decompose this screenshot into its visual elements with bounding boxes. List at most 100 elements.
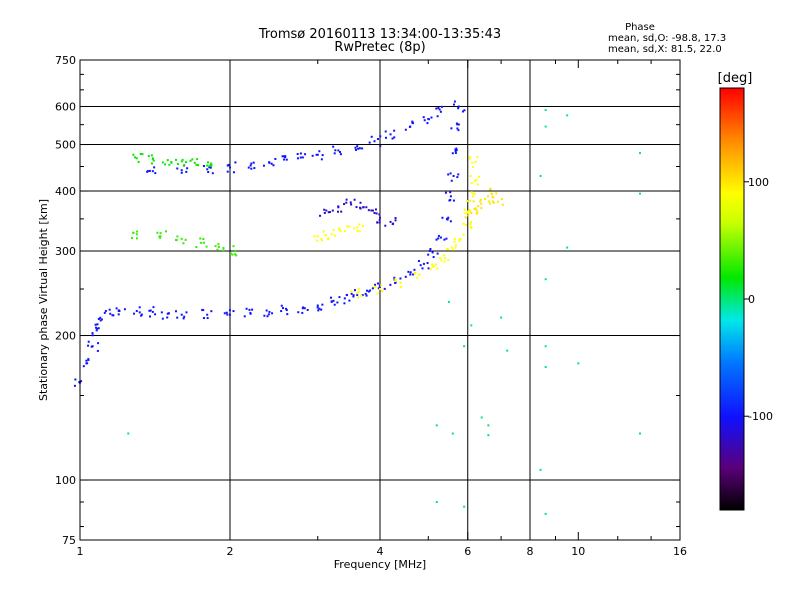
data-point — [445, 237, 448, 240]
data-point — [217, 245, 220, 248]
data-point — [379, 145, 382, 148]
data-point — [280, 310, 283, 313]
data-point — [358, 223, 361, 226]
data-point — [500, 198, 503, 201]
data-point — [147, 155, 150, 158]
data-point — [378, 213, 381, 216]
data-point — [95, 326, 98, 329]
data-point — [409, 273, 412, 276]
data-point — [330, 233, 333, 236]
data-point — [389, 133, 392, 136]
data-point — [195, 246, 198, 249]
data-point — [80, 380, 83, 383]
data-point — [544, 365, 547, 368]
data-point — [185, 311, 188, 314]
data-point — [447, 173, 450, 176]
data-point — [196, 158, 199, 161]
data-point — [136, 230, 139, 233]
data-point — [379, 216, 381, 219]
data-point — [357, 290, 360, 293]
data-point — [97, 327, 100, 330]
data-point — [206, 168, 209, 171]
data-point — [449, 195, 452, 198]
data-point — [321, 303, 324, 306]
data-point — [180, 160, 183, 163]
data-point — [463, 109, 466, 112]
data-point — [111, 314, 114, 317]
data-point — [454, 148, 457, 151]
data-point — [469, 210, 472, 213]
data-point — [358, 147, 361, 150]
data-point — [202, 309, 205, 312]
data-point — [447, 248, 450, 251]
data-point — [339, 153, 342, 156]
data-point — [346, 225, 349, 228]
data-point — [480, 202, 483, 205]
data-point — [384, 136, 387, 139]
data-point — [472, 200, 475, 203]
data-point — [265, 309, 268, 312]
data-point — [496, 200, 499, 203]
data-point — [416, 276, 419, 279]
data-point — [150, 162, 153, 165]
data-point — [367, 209, 370, 212]
data-point — [373, 212, 376, 215]
data-point — [566, 246, 569, 249]
data-point — [333, 152, 336, 155]
x-tick-label: 16 — [673, 545, 687, 558]
data-point — [332, 229, 335, 232]
data-point — [373, 285, 376, 288]
data-point — [361, 294, 364, 297]
data-point — [539, 468, 542, 471]
data-point — [475, 212, 478, 215]
data-point — [365, 206, 368, 209]
data-point — [377, 287, 380, 290]
data-point — [149, 309, 152, 312]
data-point — [139, 152, 142, 155]
data-point — [361, 225, 364, 228]
data-point — [454, 150, 457, 153]
data-point — [148, 309, 151, 312]
data-point — [348, 225, 351, 228]
data-point — [455, 149, 458, 152]
data-point — [378, 218, 381, 221]
data-point — [480, 207, 483, 210]
data-point — [469, 225, 472, 228]
x-tick-label: 4 — [377, 545, 384, 558]
data-point — [90, 345, 93, 348]
data-point — [208, 164, 211, 167]
data-point — [226, 164, 229, 167]
data-point — [336, 301, 339, 304]
data-point — [91, 334, 94, 337]
data-point — [318, 307, 321, 310]
data-point — [443, 238, 446, 241]
data-point — [455, 122, 458, 125]
data-point — [422, 262, 425, 265]
data-point — [209, 163, 212, 166]
data-point — [374, 283, 377, 286]
data-point — [231, 253, 234, 256]
data-point — [446, 218, 449, 221]
x-tick-label: 6 — [464, 545, 471, 558]
data-point — [104, 310, 107, 313]
data-point — [469, 174, 472, 177]
data-point — [201, 308, 204, 311]
data-point — [164, 163, 167, 166]
data-point — [176, 162, 179, 165]
data-point — [381, 290, 384, 293]
data-point — [378, 221, 381, 224]
data-point — [343, 230, 346, 233]
data-point — [249, 311, 252, 314]
data-point — [272, 164, 275, 167]
data-point — [394, 217, 397, 220]
data-point — [469, 223, 472, 226]
data-point — [175, 238, 178, 241]
data-point — [476, 155, 479, 158]
data-point — [492, 196, 495, 199]
data-point — [577, 362, 580, 365]
data-point — [316, 153, 319, 156]
data-point — [151, 310, 154, 313]
data-point — [229, 166, 231, 169]
data-point — [380, 284, 383, 287]
